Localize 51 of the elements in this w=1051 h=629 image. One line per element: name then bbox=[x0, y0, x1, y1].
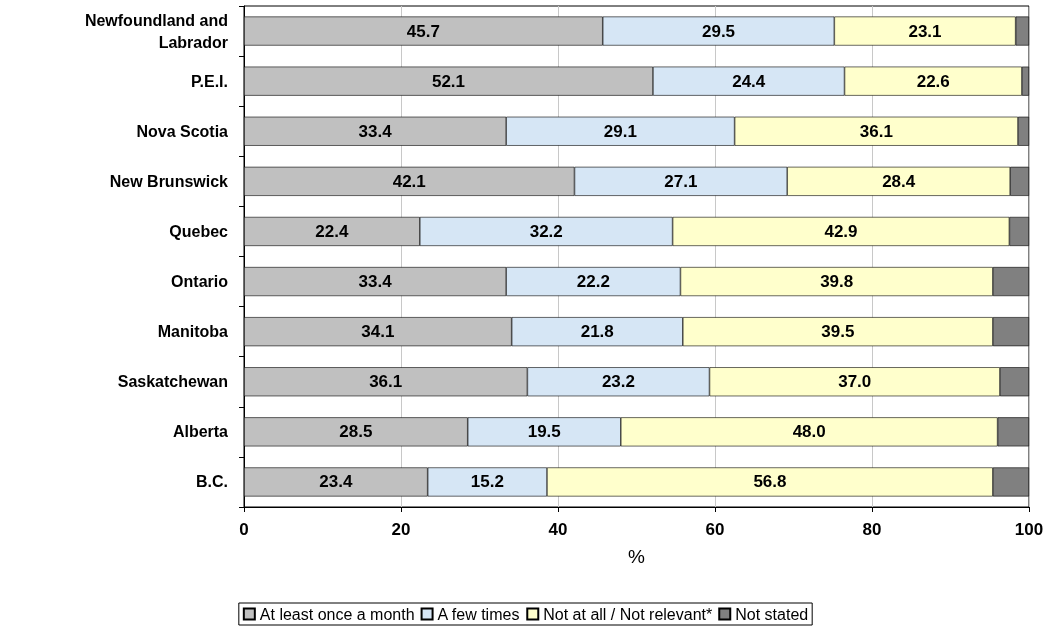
y-tick-label: Quebec bbox=[169, 222, 229, 240]
y-tick-label: Manitoba bbox=[157, 323, 229, 341]
data-label: 15.2 bbox=[470, 472, 504, 492]
data-label: 52.1 bbox=[431, 71, 466, 91]
y-tick-label: New Brunswick bbox=[109, 172, 229, 190]
data-label: 19.5 bbox=[527, 422, 561, 442]
data-label: 33.4 bbox=[358, 272, 393, 292]
x-tick-label: 40 bbox=[548, 520, 568, 539]
y-tick-label: P.E.I. bbox=[190, 72, 228, 90]
x-axis-title: % bbox=[628, 546, 646, 567]
data-label: 21.8 bbox=[580, 322, 614, 342]
data-label: 23.1 bbox=[908, 21, 942, 41]
y-tick-label: B.C. bbox=[196, 473, 228, 491]
data-label: 24.4 bbox=[732, 71, 766, 91]
data-label: 42.1 bbox=[392, 171, 426, 191]
data-label: 29.5 bbox=[701, 21, 736, 41]
legend-label: At least once a month bbox=[259, 605, 415, 623]
x-tick-label: 0 bbox=[239, 520, 249, 539]
legend-label: A few times bbox=[437, 605, 520, 623]
data-label: 48.0 bbox=[792, 422, 826, 442]
data-label: 37.0 bbox=[838, 372, 872, 392]
x-tick-label: 80 bbox=[862, 520, 882, 539]
data-label: 33.4 bbox=[358, 121, 393, 141]
data-label: 36.1 bbox=[859, 121, 893, 141]
y-tick-label: Newfoundland and Labrador bbox=[84, 11, 228, 51]
y-tick-label: Nova Scotia bbox=[136, 122, 229, 140]
data-label: 22.4 bbox=[315, 221, 350, 241]
data-label: 22.2 bbox=[576, 272, 610, 292]
data-label: 56.8 bbox=[753, 472, 787, 492]
legend-label: Not at all / Not relevant* bbox=[543, 605, 713, 623]
data-label: 23.2 bbox=[601, 372, 635, 392]
x-tick-label: 100 bbox=[1014, 520, 1044, 539]
x-tick-label: 20 bbox=[391, 520, 411, 539]
data-label: 28.4 bbox=[882, 171, 916, 191]
data-label: 36.1 bbox=[369, 372, 403, 392]
legend-label: Not stated bbox=[735, 605, 809, 623]
y-tick-label: Ontario bbox=[171, 273, 229, 291]
data-label: 22.6 bbox=[916, 71, 950, 91]
data-label: 45.7 bbox=[406, 21, 440, 41]
data-label: 42.9 bbox=[824, 221, 858, 241]
data-label: 28.5 bbox=[339, 422, 373, 442]
data-label: 32.2 bbox=[529, 221, 563, 241]
data-label: 23.4 bbox=[319, 472, 353, 492]
data-label: 39.5 bbox=[821, 322, 855, 342]
data-label: 29.1 bbox=[603, 121, 637, 141]
y-tick-label: Alberta bbox=[172, 423, 229, 441]
data-label: 39.8 bbox=[820, 272, 854, 292]
data-label: 27.1 bbox=[664, 171, 698, 191]
data-label: 34.1 bbox=[361, 322, 395, 342]
x-tick-label: 60 bbox=[705, 520, 725, 539]
y-tick-label: Saskatchewan bbox=[117, 373, 228, 391]
